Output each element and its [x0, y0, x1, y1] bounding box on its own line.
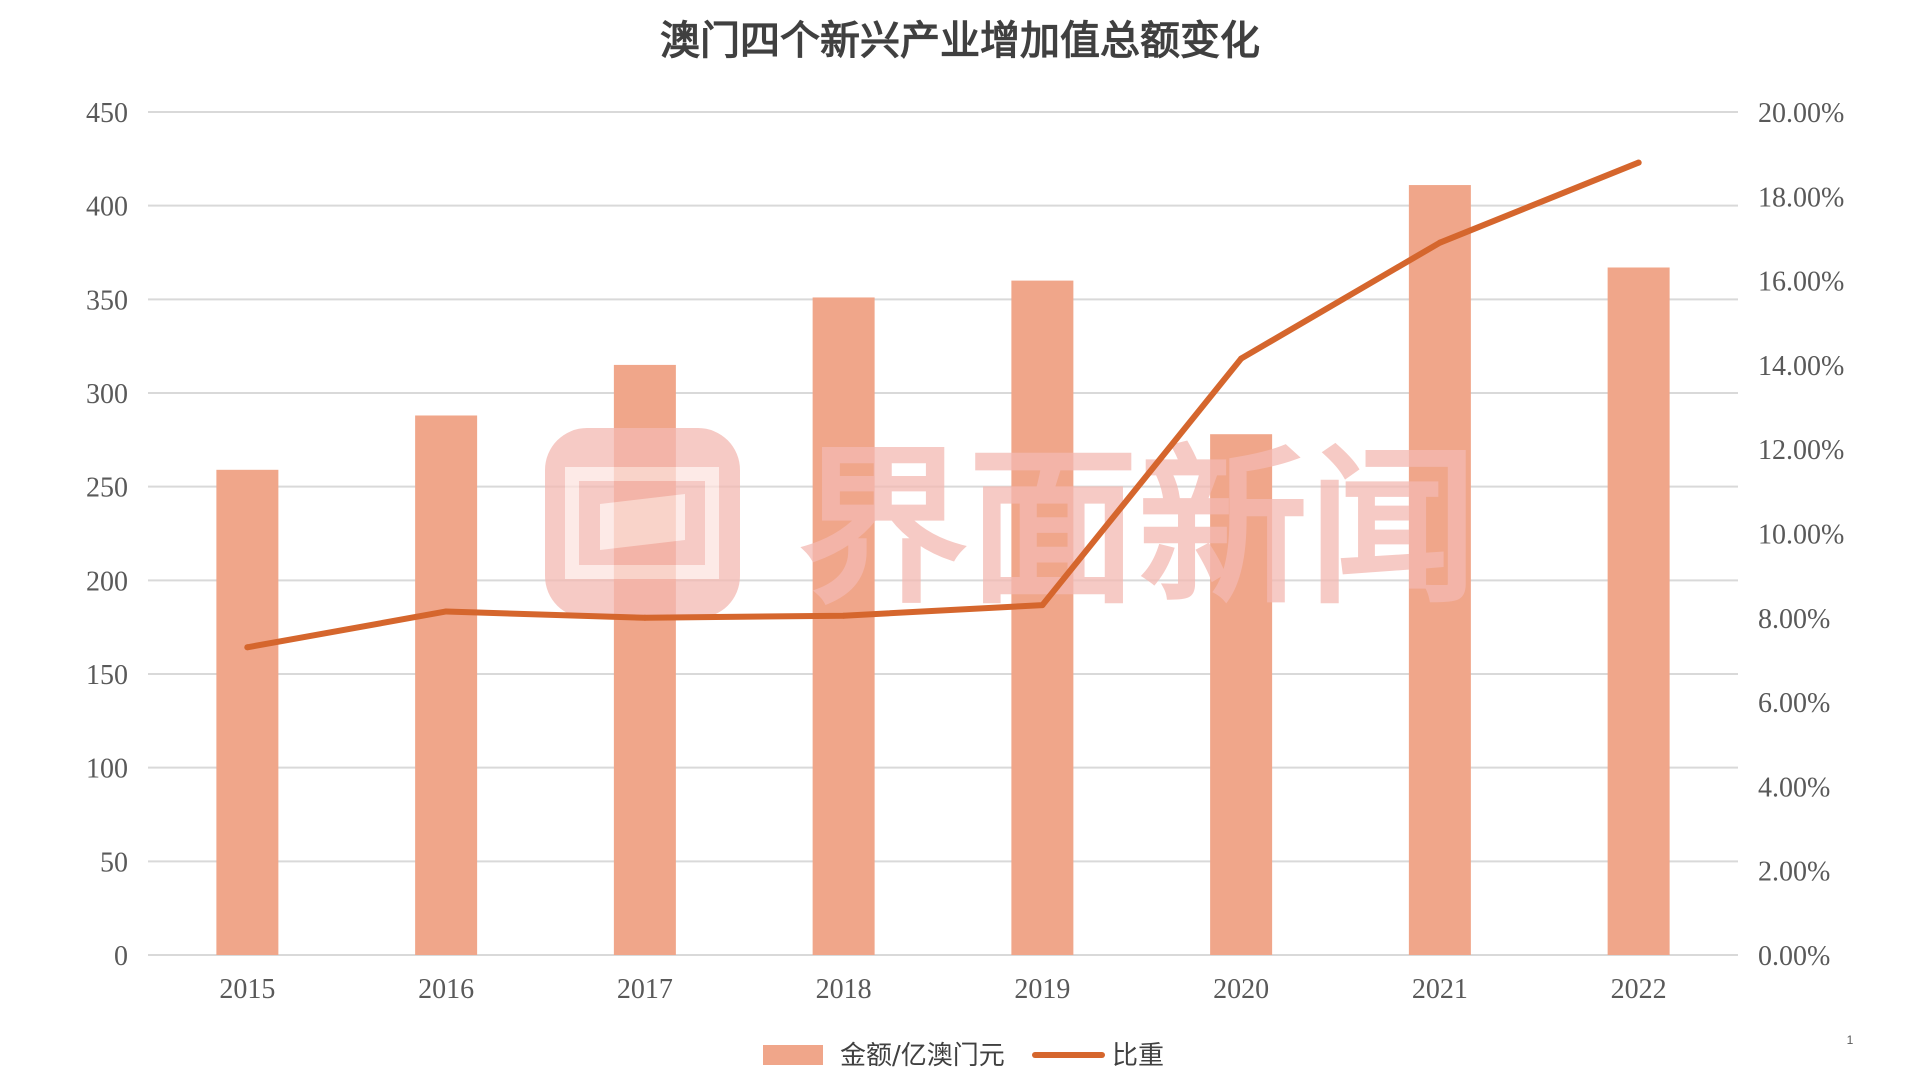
legend-bar-swatch: [763, 1045, 823, 1065]
line-point: [244, 644, 251, 651]
bar: [1408, 185, 1471, 955]
y-right-tick-label: 10.00%: [1758, 520, 1844, 551]
x-tick-label: 2019: [1014, 974, 1070, 1005]
x-tick-label: 2017: [617, 974, 673, 1005]
y-right-tick-label: 20.00%: [1758, 98, 1844, 129]
x-tick-label: 2021: [1412, 974, 1468, 1005]
page-number: 1: [1847, 1033, 1854, 1047]
y-left-tick-label: 400: [86, 192, 128, 223]
y-left-tick-label: 250: [86, 473, 128, 504]
x-tick-label: 2015: [219, 974, 275, 1005]
y-right-tick-label: 4.00%: [1758, 772, 1830, 803]
y-right-tick-label: 0.00%: [1758, 941, 1830, 972]
line-point: [1039, 602, 1046, 609]
line-point: [1635, 159, 1642, 166]
bar: [812, 297, 875, 956]
y-left-tick-label: 300: [86, 379, 128, 410]
y-axis-left: 0 50 100 150 200 250 300 350 400 450: [86, 98, 128, 972]
bar: [415, 415, 478, 956]
y-left-tick-label: 200: [86, 566, 128, 597]
bar: [1011, 280, 1074, 956]
y-right-tick-label: 2.00%: [1758, 857, 1830, 888]
line-series: [244, 159, 1642, 651]
y-left-tick-label: 50: [100, 847, 128, 878]
y-right-tick-label: 14.00%: [1758, 351, 1844, 382]
y-left-tick-label: 100: [86, 754, 128, 785]
line-point: [443, 608, 450, 615]
y-left-tick-label: 150: [86, 660, 128, 691]
x-tick-label: 2020: [1213, 974, 1269, 1005]
y-right-tick-label: 8.00%: [1758, 604, 1830, 635]
y-right-tick-label: 18.00%: [1758, 182, 1844, 213]
legend-line-label: 比重: [1112, 1041, 1164, 1071]
y-left-tick-label: 350: [86, 285, 128, 316]
line-point: [641, 614, 648, 621]
line-point: [840, 612, 847, 619]
gridlines: [148, 111, 1738, 956]
y-left-tick-label: 450: [86, 98, 128, 129]
bar: [1210, 434, 1273, 955]
watermark-text: 界面新闻: [798, 430, 1478, 628]
series-line-proportion: [244, 159, 1642, 651]
x-tick-label: 2022: [1611, 974, 1667, 1005]
watermark: 界面新闻: [545, 428, 1478, 628]
bar-series: [216, 185, 1670, 956]
y-right-tick-label: 6.00%: [1758, 688, 1830, 719]
x-axis: 2015 2016 2017 2018 2019 2020 2021 2022: [219, 974, 1666, 1005]
y-right-tick-label: 16.00%: [1758, 267, 1844, 298]
y-axis-right: 0.00% 2.00% 4.00% 6.00% 8.00% 10.00% 12.00% 14.…: [1758, 98, 1844, 972]
line-point: [1238, 355, 1245, 362]
y-left-tick-label: 0: [114, 941, 128, 972]
x-tick-label: 2016: [418, 974, 474, 1005]
legend-bar-label: 金额/亿澳门元: [840, 1041, 1005, 1071]
line-point: [1436, 239, 1443, 246]
y-right-tick-label: 12.00%: [1758, 435, 1844, 466]
x-tick-label: 2018: [816, 974, 872, 1005]
watermark-logo-icon: [545, 428, 740, 618]
bar: [216, 469, 279, 955]
chart-title: 澳门四个新兴产业增加值总额变化: [660, 17, 1260, 64]
bar: [1607, 267, 1670, 955]
legend: 金额/亿澳门元 比重: [763, 1041, 1164, 1071]
